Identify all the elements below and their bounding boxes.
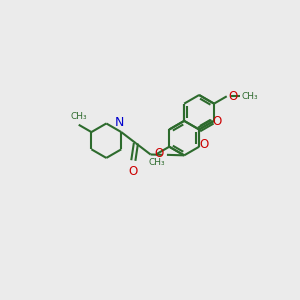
Text: CH₃: CH₃ bbox=[242, 92, 258, 101]
Text: CH₃: CH₃ bbox=[70, 112, 87, 121]
Text: O: O bbox=[155, 147, 164, 160]
Text: N: N bbox=[115, 116, 124, 129]
Text: O: O bbox=[199, 138, 208, 152]
Text: O: O bbox=[229, 89, 238, 103]
Text: O: O bbox=[129, 165, 138, 178]
Text: CH₃: CH₃ bbox=[148, 158, 165, 167]
Text: O: O bbox=[212, 115, 221, 128]
